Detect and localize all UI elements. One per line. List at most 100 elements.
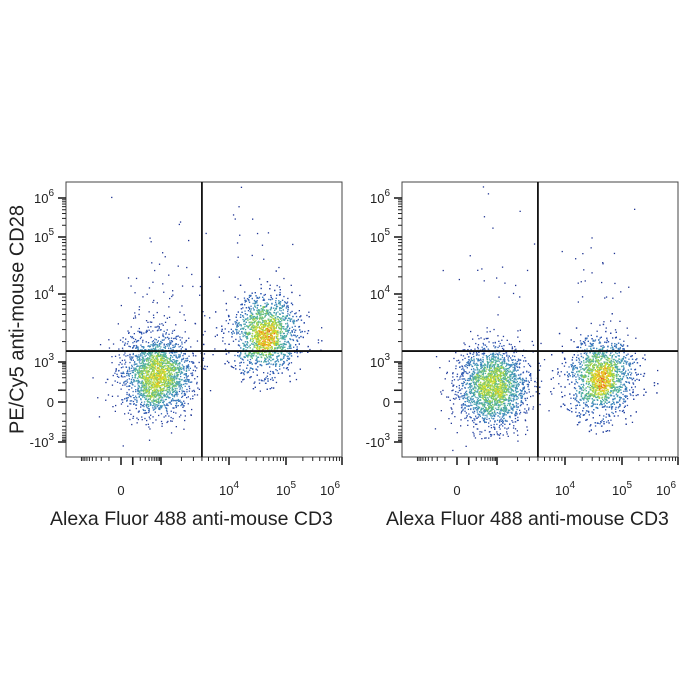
event-dot (486, 327, 488, 329)
event-dot (177, 375, 179, 378)
event-dot (258, 342, 260, 344)
event-dot (258, 329, 261, 332)
event-dot (633, 398, 635, 400)
event-dot (246, 298, 249, 300)
event-dot (160, 377, 162, 379)
event-dot (172, 391, 174, 394)
event-dot (162, 378, 165, 381)
event-dot (135, 368, 137, 371)
event-dot (140, 353, 142, 356)
event-dot (127, 330, 129, 332)
event-dot (290, 355, 293, 357)
event-dot (146, 395, 148, 397)
event-dot (150, 359, 152, 361)
event-dot (162, 359, 164, 361)
event-dot (143, 373, 145, 375)
event-dot (156, 404, 158, 406)
event-dot (157, 402, 159, 404)
event-dot (591, 272, 593, 274)
event-dot (181, 402, 184, 404)
event-dot (245, 321, 247, 323)
event-dot (241, 331, 243, 333)
event-dot (137, 373, 140, 375)
event-dot (157, 380, 159, 382)
event-dot (164, 386, 166, 388)
event-dot (169, 377, 171, 379)
event-dot (171, 361, 174, 363)
event-dot (279, 301, 282, 303)
event-dot (183, 369, 185, 371)
event-dot (138, 354, 140, 356)
event-dot (190, 372, 192, 375)
event-dot (258, 347, 260, 350)
event-dot (284, 301, 286, 303)
event-dot (131, 400, 133, 402)
event-dot (256, 327, 259, 329)
event-dot (260, 331, 262, 333)
event-dot (281, 317, 283, 319)
event-dot (247, 310, 250, 312)
event-dot (272, 322, 275, 324)
event-dot (250, 367, 252, 369)
event-dot (152, 345, 154, 347)
event-dot (185, 374, 187, 377)
event-dot (153, 348, 155, 350)
event-dot (138, 359, 140, 361)
event-dot (252, 348, 254, 350)
event-dot (215, 311, 217, 313)
event-dot (199, 285, 202, 288)
event-dot (283, 360, 285, 363)
event-dot (275, 344, 277, 346)
event-dot (271, 354, 273, 357)
event-dot (243, 372, 245, 374)
event-dot (142, 339, 144, 341)
event-dot (191, 361, 193, 363)
event-dot (267, 363, 270, 365)
event-dot (154, 344, 156, 346)
event-dot (262, 349, 264, 351)
event-dot (145, 331, 147, 334)
event-dot (250, 305, 252, 307)
event-dot (163, 335, 165, 338)
event-dot (266, 312, 268, 314)
event-dot (254, 306, 257, 308)
event-dot (142, 353, 144, 355)
event-dot (274, 319, 276, 321)
event-dot (139, 359, 141, 362)
event-dot (175, 378, 178, 380)
event-dot (167, 368, 169, 370)
event-dot (170, 384, 172, 386)
event-dot (264, 342, 266, 345)
event-dot (514, 346, 516, 348)
event-dot (274, 351, 276, 353)
event-dot (242, 315, 244, 317)
event-dot (144, 370, 146, 372)
event-dot (275, 303, 277, 305)
event-dot (653, 384, 656, 387)
event-dot (142, 393, 144, 396)
event-dot (275, 312, 277, 314)
event-dot (255, 337, 257, 339)
event-dot (286, 329, 289, 331)
event-dot (149, 381, 151, 383)
event-dot (160, 375, 162, 377)
event-dot (223, 332, 225, 334)
event-dot (172, 364, 174, 366)
event-dot (605, 296, 608, 298)
event-dot (157, 392, 159, 394)
event-dot (157, 370, 160, 372)
event-dot (159, 386, 161, 389)
event-dot (264, 360, 266, 362)
event-dot (175, 368, 177, 370)
event-dot (576, 424, 579, 426)
event-dot (249, 344, 251, 346)
event-dot (244, 344, 246, 346)
event-dot (136, 422, 138, 424)
event-dot (144, 351, 147, 354)
event-dot (147, 342, 150, 344)
event-dot (265, 353, 268, 356)
event-dot (150, 348, 152, 350)
event-dot (150, 372, 152, 374)
event-dot (141, 380, 143, 382)
event-dot (164, 377, 166, 379)
